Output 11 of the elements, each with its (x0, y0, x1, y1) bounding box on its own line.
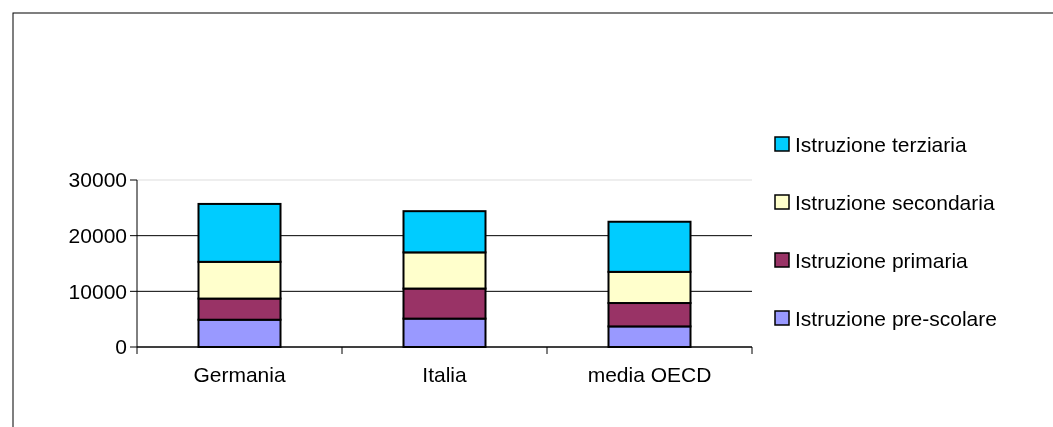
legend-label: Istruzione terziaria (795, 133, 967, 157)
y-tick-label: 30000 (68, 168, 127, 192)
y-tick-label: 10000 (68, 279, 127, 303)
y-tick-label: 20000 (68, 224, 127, 248)
legend-label: Istruzione pre-scolare (795, 307, 997, 331)
legend-label: Istruzione primaria (795, 249, 969, 273)
legend-label: Istruzione secondaria (795, 191, 995, 215)
x-tick-label: Italia (422, 363, 467, 386)
x-tick-label: media OECD (587, 363, 712, 386)
x-tick-label: Germania (193, 363, 286, 386)
y-tick-label: 0 (115, 335, 127, 359)
